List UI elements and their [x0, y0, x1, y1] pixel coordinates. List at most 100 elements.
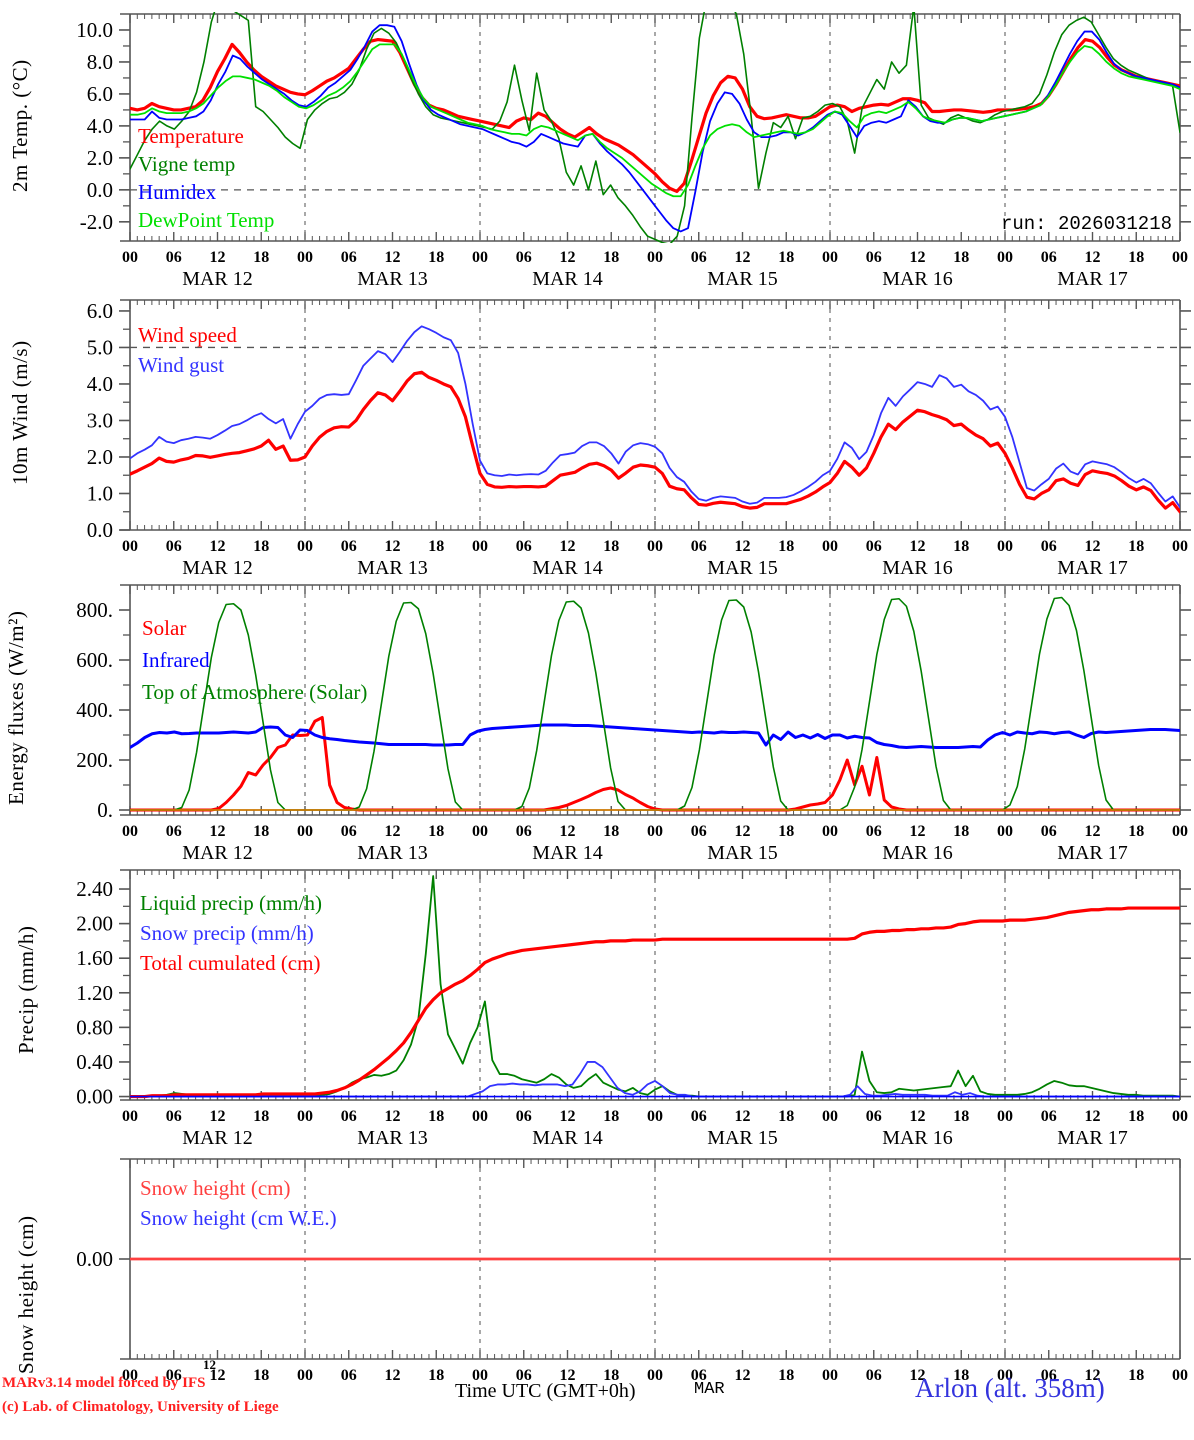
- series-line-temperature-3: [130, 43, 1180, 198]
- y-tick-label: 2.00: [76, 912, 113, 936]
- model-credit-line2: (c) Lab. of Climatology, University of L…: [2, 1399, 279, 1415]
- hour-tick-label: 00: [997, 823, 1013, 840]
- hour-tick-label: 00: [997, 249, 1013, 266]
- hour-tick-label: 12: [385, 538, 401, 555]
- hour-tick-label: 06: [866, 823, 882, 840]
- hour-tick-label: 00: [472, 1108, 488, 1125]
- y-tick-label: 4.0: [87, 114, 113, 138]
- hour-tick-label: 00: [472, 249, 488, 266]
- hour-tick-label: 06: [691, 249, 707, 266]
- day-label: MAR 14: [532, 842, 603, 862]
- hour-tick-label: 12: [735, 1367, 751, 1384]
- day-label: MAR 14: [532, 557, 603, 577]
- hour-tick-label: 12: [1085, 249, 1101, 266]
- hour-tick-label: 12: [1085, 1108, 1101, 1125]
- hour-tick-label: 12: [385, 823, 401, 840]
- hour-tick-label: 00: [297, 1367, 313, 1384]
- temperature-chart: -2.0 0.0 2.0 4.0 6.0 8.0 10.0 00 06 12 18 00 06 12 18 0…: [76, 12, 1191, 290]
- y-tick-label: 2.0: [87, 146, 113, 170]
- hour-tick-label: 12: [560, 823, 576, 840]
- y-tick-label: -2.0: [80, 210, 113, 234]
- hour-tick-label: 18: [428, 538, 444, 555]
- legend-item-precip-1: Snow precip (mm/h): [140, 921, 314, 945]
- hour-tick-label: 00: [122, 1108, 138, 1125]
- day-label: MAR 12: [182, 842, 253, 862]
- day-label: MAR 15: [707, 1386, 778, 1387]
- day-label: MAR 14: [532, 1386, 603, 1387]
- hour-tick-label: 06: [1041, 538, 1057, 555]
- hour-tick-label: 00: [822, 249, 838, 266]
- hour-tick-label: 12: [910, 538, 926, 555]
- day-label: MAR 17: [1057, 842, 1128, 862]
- day-label: MAR 12: [182, 1127, 253, 1147]
- hour-tick-label: 18: [778, 823, 794, 840]
- stray-hour-label: 12: [203, 1357, 216, 1372]
- day-label: MAR 17: [1057, 557, 1128, 577]
- y-tick-label: 10.0: [76, 18, 113, 42]
- day-label: MAR 13: [357, 1127, 428, 1147]
- y-tick-label: 0.: [97, 798, 113, 822]
- y-tick-label: 4.0: [87, 372, 113, 396]
- day-label: MAR 15: [707, 557, 778, 577]
- model-credit-line1: MARv3.14 model forced by IFS: [2, 1375, 206, 1391]
- hour-tick-label: 06: [166, 823, 182, 840]
- hour-tick-label: 06: [341, 823, 357, 840]
- hour-tick-label: 06: [1041, 1108, 1057, 1125]
- hour-tick-label: 06: [691, 1367, 707, 1384]
- hour-tick-label: 18: [253, 249, 269, 266]
- hour-tick-label: 18: [778, 1367, 794, 1384]
- y-tick-label: 400.: [76, 698, 113, 722]
- hour-tick-label: 06: [866, 1367, 882, 1384]
- day-label: MAR 15: [707, 842, 778, 862]
- hour-tick-label: 06: [1041, 1367, 1057, 1384]
- hour-tick-label: 00: [647, 1108, 663, 1125]
- hour-tick-label: 18: [1128, 249, 1144, 266]
- hour-tick-label: 12: [910, 1108, 926, 1125]
- y-tick-label: 0.40: [76, 1050, 113, 1074]
- hour-tick-label: 12: [385, 249, 401, 266]
- legend-item-energy-2: Top of Atmosphere (Solar): [142, 680, 367, 704]
- xaxis-caption: Time UTC (GMT+0h): [455, 1380, 636, 1402]
- y-tick-label: 800.: [76, 598, 113, 622]
- day-label: MAR 12: [182, 1386, 253, 1387]
- hour-tick-label: 00: [1172, 1367, 1188, 1384]
- hour-tick-label: 18: [953, 1108, 969, 1125]
- hour-tick-label: 12: [910, 249, 926, 266]
- hour-tick-label: 06: [691, 538, 707, 555]
- hour-tick-label: 00: [122, 249, 138, 266]
- hour-tick-label: 00: [822, 538, 838, 555]
- hour-tick-label: 00: [822, 823, 838, 840]
- hour-tick-label: 18: [253, 538, 269, 555]
- hour-tick-label: 00: [997, 538, 1013, 555]
- run-annotation: run: 2026031218: [1001, 213, 1172, 235]
- panel-precip: 0.00 0.40 0.80 1.20 1.60 2.00 2.40 00 06 12 18 00 06…: [0, 862, 1194, 1147]
- hour-tick-label: 06: [341, 249, 357, 266]
- legend-item-energy-0: Solar: [142, 616, 186, 640]
- day-label: MAR 16: [882, 1127, 953, 1147]
- day-label: MAR 12: [182, 268, 253, 290]
- series-line-temperature-1: [130, 12, 1180, 243]
- hour-tick-label: 06: [516, 1108, 532, 1125]
- day-label: MAR 16: [882, 1386, 953, 1387]
- hour-tick-label: 00: [647, 1367, 663, 1384]
- hour-tick-label: 00: [1172, 538, 1188, 555]
- hour-tick-label: 12: [210, 538, 226, 555]
- hour-tick-label: 00: [1172, 249, 1188, 266]
- hour-tick-label: 12: [560, 1108, 576, 1125]
- hour-tick-label: 12: [735, 538, 751, 555]
- hour-tick-label: 18: [428, 1367, 444, 1384]
- series-line-energy-1: [130, 723, 1180, 749]
- wind-chart: 0.0 1.0 2.0 3.0 4.0 5.0 6.0 00 06 12 18 00 06 12 18 00 0…: [87, 299, 1191, 577]
- legend-item-precip-0: Liquid precip (mm/h): [140, 891, 322, 915]
- hour-tick-label: 18: [778, 538, 794, 555]
- legend-item-snow-0: Snow height (cm): [140, 1176, 290, 1200]
- hour-tick-label: 00: [647, 538, 663, 555]
- hour-tick-label: 00: [647, 249, 663, 266]
- day-label: MAR 15: [707, 268, 778, 290]
- hour-tick-label: 18: [1128, 1367, 1144, 1384]
- y-tick-label: 0.80: [76, 1015, 113, 1039]
- hour-tick-label: 00: [472, 1367, 488, 1384]
- hour-tick-label: 06: [166, 249, 182, 266]
- snow-chart: 0.00 00 06 12 18 00 06 12 18 00 06 12 18 00 06 12 18 00 06…: [76, 1158, 1191, 1387]
- hour-tick-label: 06: [516, 1367, 532, 1384]
